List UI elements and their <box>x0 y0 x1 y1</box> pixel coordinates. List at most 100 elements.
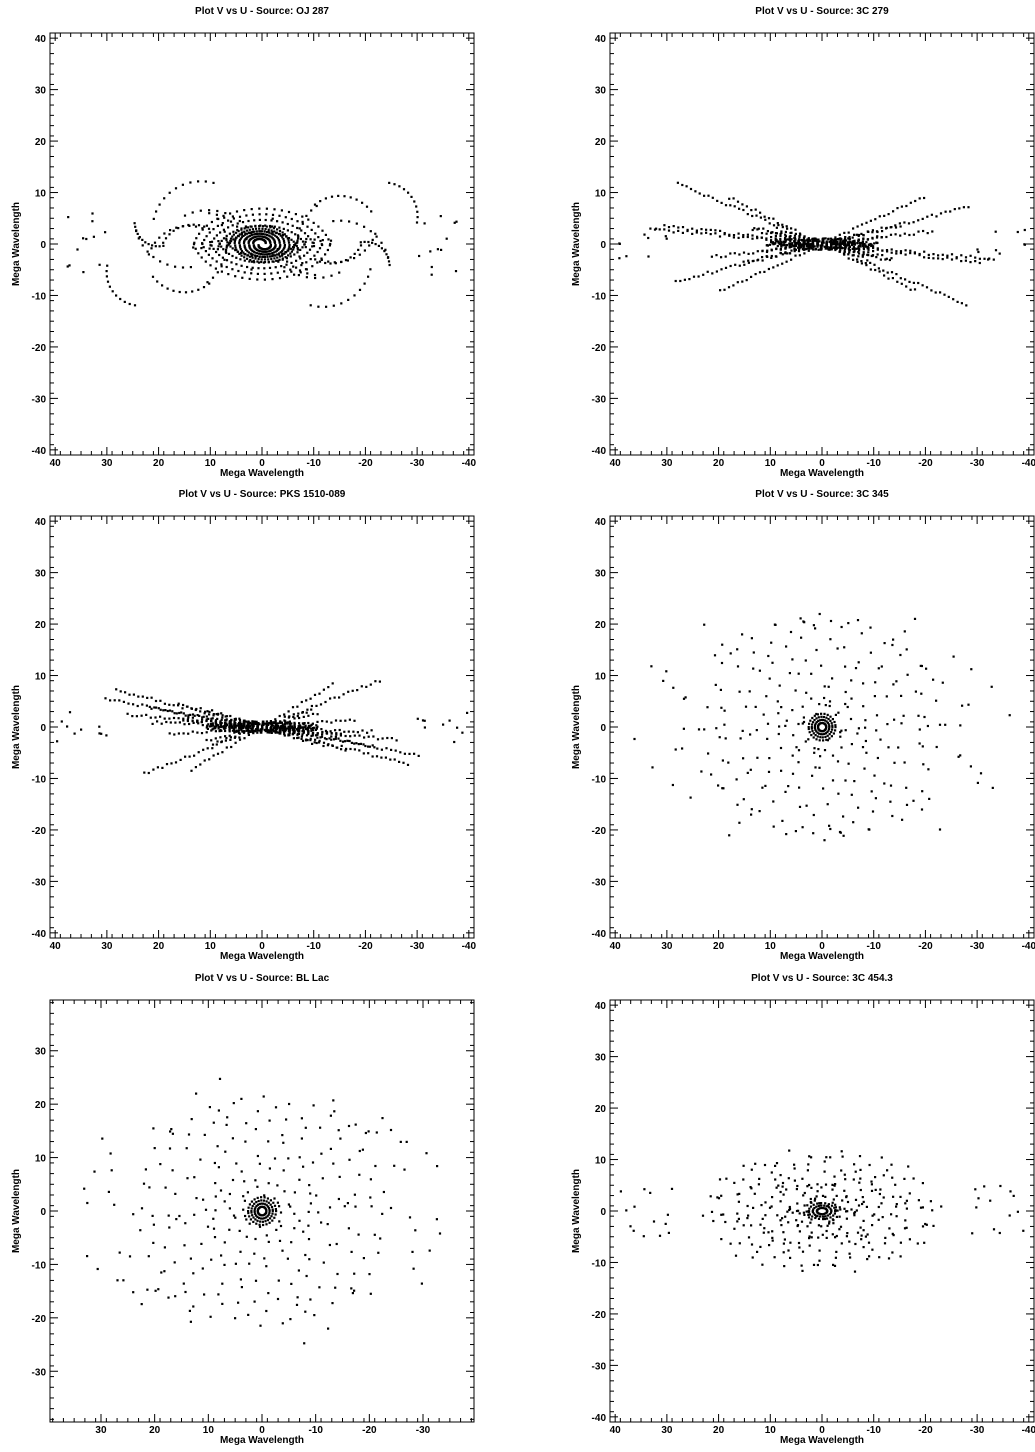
uv-point <box>371 241 374 244</box>
uv-point <box>347 298 350 301</box>
uv-point <box>80 728 83 731</box>
uv-point <box>715 254 718 257</box>
uv-point <box>905 285 908 288</box>
uv-point <box>380 748 383 751</box>
uv-point <box>824 735 827 738</box>
uv-point <box>885 227 888 230</box>
uv-point <box>771 661 774 664</box>
uv-point <box>380 241 383 244</box>
uv-point <box>852 821 855 824</box>
uv-point <box>142 1182 146 1185</box>
uv-point <box>286 229 289 232</box>
uv-point <box>829 619 833 623</box>
uv-point <box>261 726 264 729</box>
uv-point <box>215 743 218 746</box>
uv-point <box>320 257 323 260</box>
uv-point <box>262 261 265 264</box>
uv-point <box>269 252 272 255</box>
uv-point <box>267 1292 270 1295</box>
uv-point <box>293 726 296 729</box>
uv-point <box>309 304 312 307</box>
uv-point <box>738 690 741 693</box>
uv-point <box>413 200 416 203</box>
uv-point <box>154 245 157 248</box>
uv-point <box>695 229 698 232</box>
uv-point <box>284 722 287 726</box>
uv-point <box>263 255 266 259</box>
uv-point <box>296 733 299 736</box>
uv-point <box>192 223 195 226</box>
uv-point <box>790 227 793 230</box>
x-tick-label: -20 <box>362 1425 377 1436</box>
uv-point <box>267 253 270 256</box>
y-tick-label: -10 <box>592 291 607 302</box>
uv-point <box>187 732 190 735</box>
uv-point <box>812 239 815 242</box>
uv-point <box>761 250 764 253</box>
uv-point <box>283 726 286 729</box>
uv-point <box>363 282 366 285</box>
uv-point <box>697 275 700 278</box>
uv-point <box>305 214 308 217</box>
uv-point <box>216 740 219 743</box>
uv-point <box>800 245 803 248</box>
uv-point <box>847 257 850 260</box>
uv-point <box>223 230 226 233</box>
uv-point <box>253 1198 256 1201</box>
uv-point <box>735 778 738 781</box>
uv-point <box>877 267 880 270</box>
uv-point <box>814 728 817 731</box>
uv-point <box>177 702 180 705</box>
x-tick-label: 20 <box>153 458 165 469</box>
uv-point <box>729 652 732 655</box>
uv-point <box>242 1195 245 1198</box>
uv-point <box>321 720 324 723</box>
uv-point <box>715 727 718 730</box>
uv-point <box>159 708 162 711</box>
uv-point <box>430 273 433 276</box>
uv-point <box>214 1195 217 1198</box>
uv-point <box>685 185 688 188</box>
uv-point <box>246 724 249 727</box>
uv-point <box>191 720 194 723</box>
uv-point <box>314 734 318 737</box>
uv-point <box>251 213 254 216</box>
uv-point <box>714 232 717 235</box>
y-tick-label: 40 <box>595 517 607 528</box>
uv-point <box>265 1200 268 1203</box>
uv-point <box>801 243 804 246</box>
uv-point <box>812 732 815 735</box>
uv-point <box>168 1226 171 1229</box>
uv-point <box>815 1205 818 1208</box>
uv-point <box>165 720 168 724</box>
uv-point <box>808 247 811 250</box>
uv-point <box>254 255 257 258</box>
uv-point <box>440 248 443 251</box>
uv-point <box>353 294 356 297</box>
uv-point <box>290 231 293 234</box>
uv-point <box>257 258 260 261</box>
uv-point <box>228 242 231 245</box>
uv-point <box>305 1274 308 1278</box>
uv-point <box>238 242 241 245</box>
uv-point <box>812 246 815 249</box>
uv-point <box>436 1165 439 1168</box>
uv-point <box>388 263 391 267</box>
uv-point <box>212 1121 215 1124</box>
uv-point <box>869 626 872 629</box>
uv-point <box>820 715 823 718</box>
y-tick-label: 30 <box>595 569 607 580</box>
uv-point <box>827 685 830 688</box>
uv-point <box>895 250 898 253</box>
uv-point <box>813 245 816 248</box>
uv-point <box>850 1208 853 1211</box>
uv-point <box>260 1196 263 1199</box>
uv-point <box>909 201 912 204</box>
uv-point <box>907 222 911 225</box>
uv-point <box>425 1152 428 1155</box>
uv-point <box>156 280 159 283</box>
uv-point <box>368 244 371 247</box>
uv-point <box>825 716 828 719</box>
uv-point <box>831 726 834 729</box>
uv-point <box>788 242 791 245</box>
